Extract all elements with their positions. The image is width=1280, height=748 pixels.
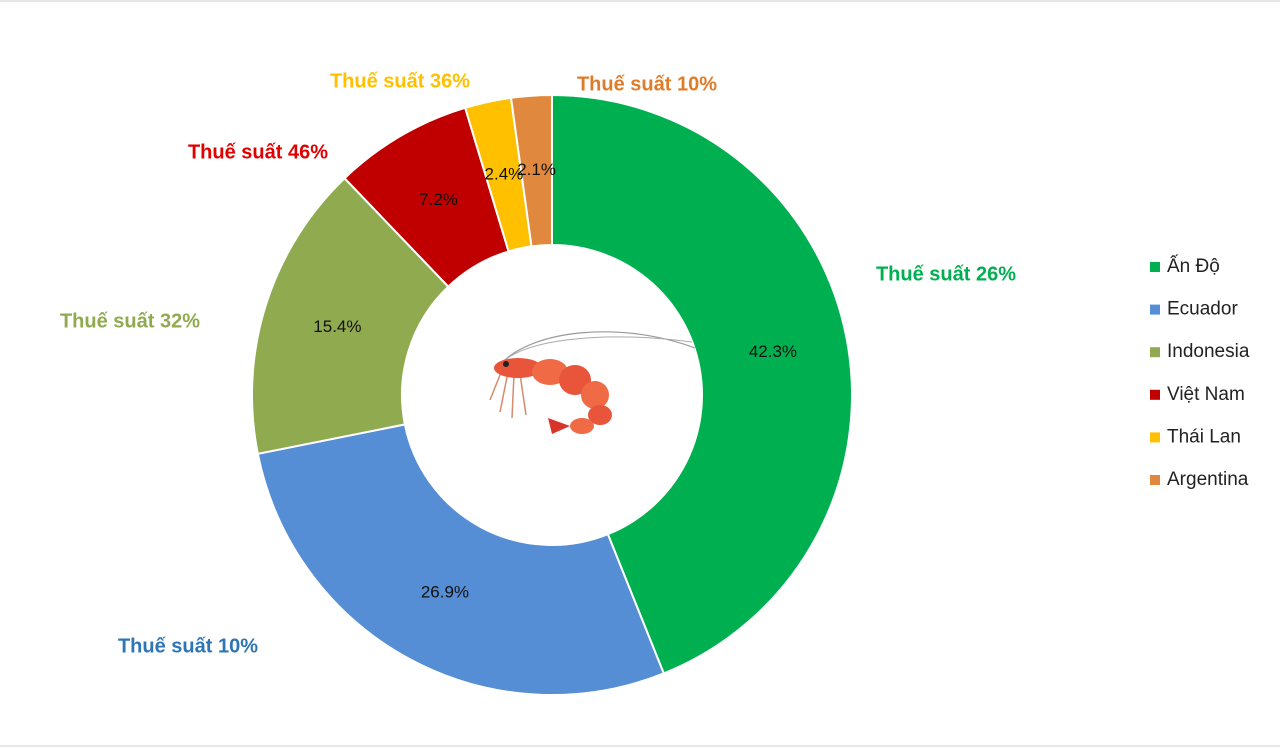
legend-label: Argentina: [1167, 469, 1249, 490]
value-label: 42.3%: [749, 342, 797, 361]
legend-swatch: [1150, 432, 1160, 443]
legend-swatch: [1150, 262, 1160, 272]
legend-swatch: [1150, 475, 1160, 485]
legend-swatch: [1150, 347, 1160, 358]
donut-slice: [256, 423, 666, 696]
value-label: 2.4%: [485, 165, 524, 184]
value-label: 15.4%: [313, 317, 361, 336]
value-label: 26.9%: [421, 582, 469, 601]
annotation: Thuế suất 10%: [118, 635, 258, 657]
annotation: Thuế suất 36%: [330, 70, 470, 92]
legend-label: Indonesia: [1167, 341, 1250, 362]
donut-slice: [551, 93, 853, 675]
annotation: Thuế suất 10%: [577, 73, 717, 95]
annotation: Thuế suất 32%: [60, 310, 200, 332]
legend-label: Ấn Độ: [1167, 255, 1220, 277]
donut-slice: [251, 176, 450, 456]
value-label: 2.1%: [517, 160, 556, 179]
value-label: 7.2%: [419, 190, 458, 209]
legend-swatch: [1150, 389, 1160, 400]
legend-swatch: [1150, 304, 1160, 315]
annotation: Thuế suất 46%: [188, 141, 328, 163]
legend-label: Thái Lan: [1167, 426, 1241, 447]
donut-slice: [509, 93, 553, 248]
annotation: Thuế suất 26%: [876, 263, 1016, 285]
legend-label: Việt Nam: [1167, 384, 1245, 405]
legend-label: Ecuador: [1167, 299, 1238, 320]
shrimp-illustration: [489, 331, 696, 434]
